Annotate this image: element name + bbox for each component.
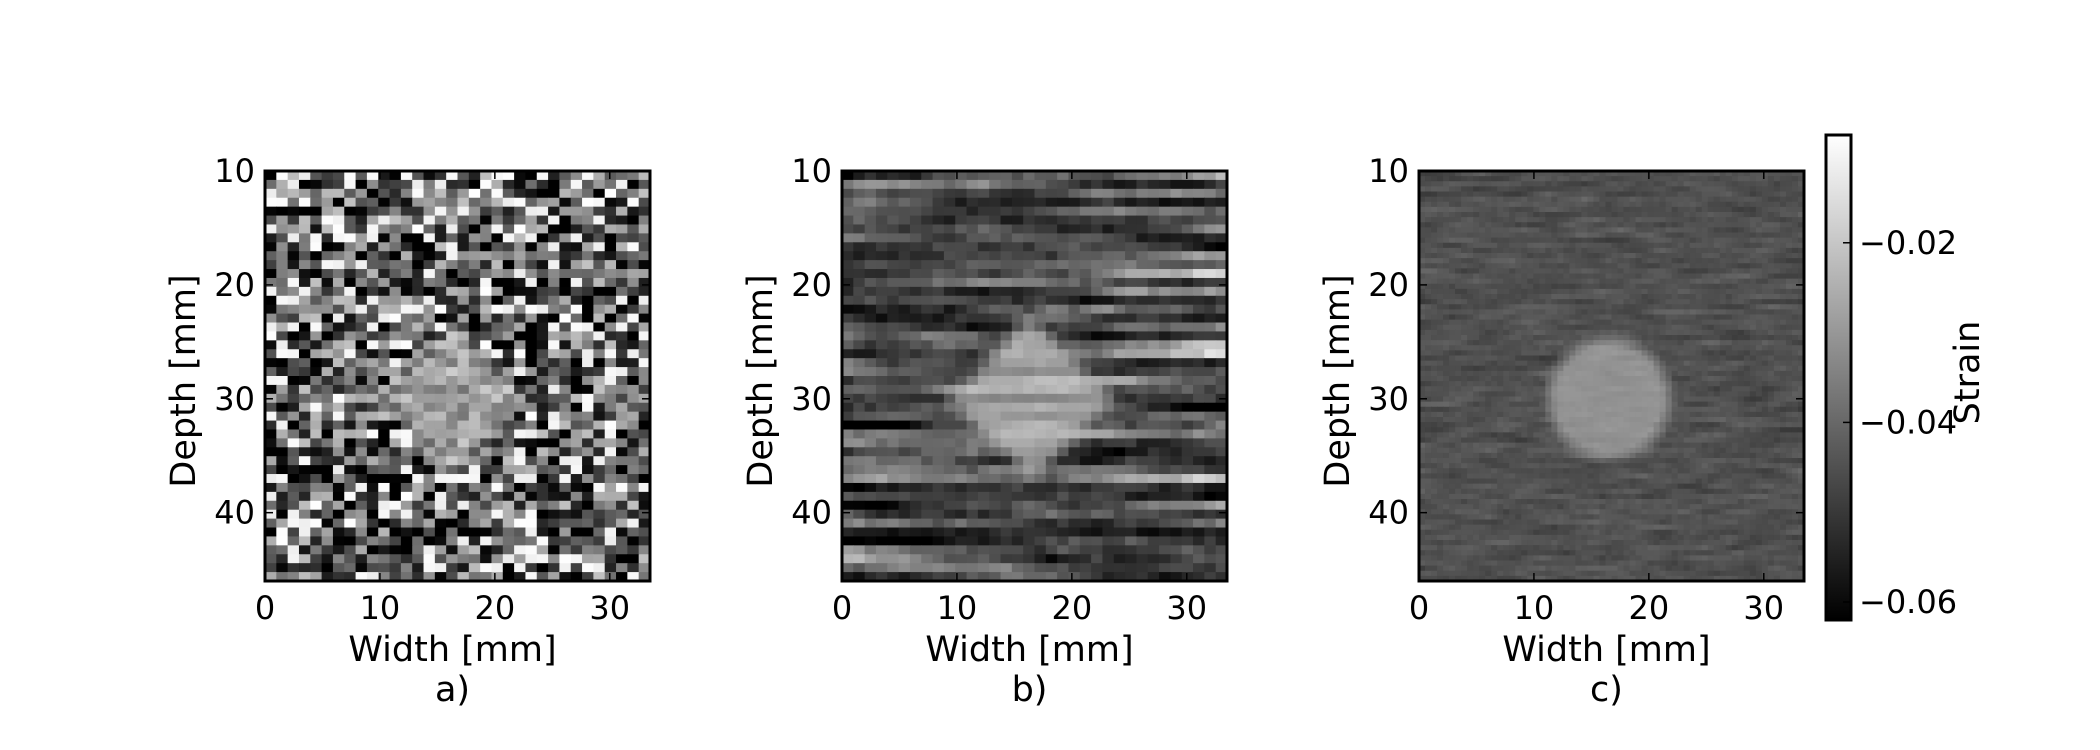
panel-2: 0 10 20 30 10 20 30 40 Width [mm] Depth [mm] b): [741, 152, 1229, 710]
y-tick-label: 30: [214, 380, 255, 418]
plot-frame: [263, 169, 652, 583]
x-tick-label: 0: [255, 589, 275, 627]
y-axis-label: Depth [mm]: [164, 274, 204, 487]
colorbar-tick-label: −0.04: [1859, 403, 1957, 441]
x-tick-label: 10: [360, 589, 401, 627]
y-tick-label: 10: [1368, 152, 1409, 190]
y-tick-label: 10: [791, 152, 832, 190]
x-tick-label: 30: [1743, 589, 1784, 627]
panel-3: 0 10 20 30 10 20 30 40 Width [mm] Depth [mm] c): [1318, 152, 1806, 710]
y-axis-label: Depth [mm]: [1318, 274, 1358, 487]
y-tick-label: 40: [791, 494, 832, 532]
x-axis-label: Width [mm]: [348, 630, 556, 670]
y-tick-label: 30: [791, 380, 832, 418]
y-tick-label: 20: [214, 266, 255, 304]
x-tick-label: 10: [937, 589, 978, 627]
y-tick-label: 40: [1368, 494, 1409, 532]
y-tick-label: 40: [214, 494, 255, 532]
panel-1: 0 10 20 30 10 20 30 40 Width [mm] Depth [mm] a): [164, 152, 652, 710]
panel-label: a): [435, 670, 470, 710]
x-tick-label: 20: [1051, 589, 1092, 627]
colorbar: −0.02 −0.04 −0.06 Strain: [1824, 133, 1988, 622]
panel-label: b): [1012, 670, 1048, 710]
heatmap-image: [1419, 171, 1805, 582]
x-axis-label: Width [mm]: [925, 630, 1133, 670]
plot-frame: [1417, 169, 1806, 583]
x-tick-label: 0: [832, 589, 852, 627]
colorbar-gradient: [1826, 135, 1851, 620]
x-tick-label: 20: [474, 589, 515, 627]
heatmap-image: [265, 171, 651, 582]
plot-frame: [840, 169, 1229, 583]
y-tick-label: 20: [791, 266, 832, 304]
x-tick-label: 10: [1514, 589, 1555, 627]
colorbar-frame: [1824, 133, 1853, 622]
y-axis-label: Depth [mm]: [741, 274, 781, 487]
panel-label: c): [1590, 670, 1623, 710]
x-tick-label: 0: [1409, 589, 1429, 627]
x-tick-label: 30: [1166, 589, 1207, 627]
x-axis-label: Width [mm]: [1502, 630, 1710, 670]
colorbar-tick-label: −0.06: [1859, 583, 1957, 621]
y-tick-label: 30: [1368, 380, 1409, 418]
x-tick-label: 20: [1628, 589, 1669, 627]
colorbar-label: Strain: [1948, 321, 1988, 425]
y-tick-label: 20: [1368, 266, 1409, 304]
colorbar-tick-label: −0.02: [1859, 224, 1957, 262]
heatmap-image: [842, 171, 1228, 582]
y-tick-label: 10: [214, 152, 255, 190]
x-tick-label: 30: [589, 589, 630, 627]
